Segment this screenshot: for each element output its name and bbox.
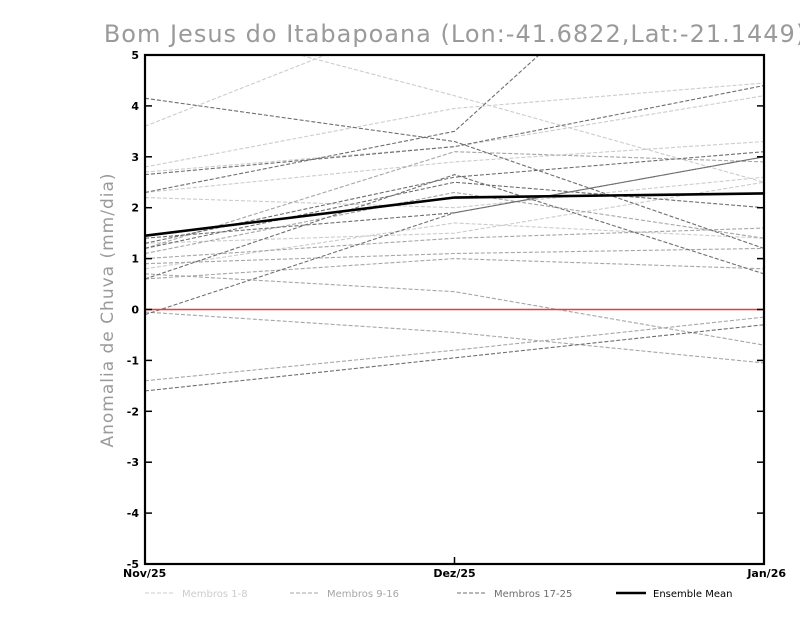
x-tick-label: Jan/26 <box>746 567 786 580</box>
ensemble-member-line-23 <box>145 174 764 280</box>
ensemble-member-line-25 <box>145 324 764 392</box>
y-tick-label: -3 <box>127 456 139 469</box>
ensemble-member-line-8 <box>145 222 764 270</box>
ensemble-member-line-10 <box>145 191 764 255</box>
legend-label: Membros 9-16 <box>327 589 399 600</box>
ensemble-member-line-21 <box>145 181 764 249</box>
ensemble-member-line-22 <box>145 156 764 239</box>
ensemble-member-line-15 <box>145 311 764 364</box>
y-tick-label: 1 <box>131 253 139 266</box>
y-tick-label: 3 <box>131 151 139 164</box>
ensemble-member-line-12 <box>145 247 764 265</box>
y-tick-label: -2 <box>127 405 139 418</box>
x-axis: Nov/25 Dez/25 Jan/26 <box>123 557 786 580</box>
ensemble-member-line-11 <box>145 227 764 260</box>
ensemble-member-line-5 <box>145 140 764 193</box>
ensemble-member-line-14 <box>145 273 764 346</box>
ensemble-member-line-9 <box>145 151 764 249</box>
y-tick-label: -4 <box>127 507 140 520</box>
ensemble-member-line-16 <box>145 316 764 382</box>
ensemble-member-line-4 <box>145 95 764 173</box>
ensemble-member-line-17 <box>145 97 764 249</box>
ensemble-member-line-6 <box>145 176 764 209</box>
y-tick-label: 0 <box>131 304 139 317</box>
legend-label: Ensemble Mean <box>653 589 732 600</box>
legend: Membros 1-8 Membros 9-16 Membros 17-25 Ense… <box>145 589 732 600</box>
ensemble-mean-layer <box>145 192 764 237</box>
y-axis-label: Anomalia de Chuva (mm/dia) <box>98 172 118 447</box>
y-tick-label: 4 <box>131 100 139 113</box>
chart-title: Bom Jesus do Itabapoana (Lon:-41.6822,La… <box>104 20 800 48</box>
ensemble-member-line-20 <box>145 151 764 244</box>
y-axis: 5 4 3 2 1 0 -1 -2 -3 -4 -5 <box>127 49 764 571</box>
y-tick-label: -5 <box>127 558 139 571</box>
x-tick-label: Nov/25 <box>123 567 166 580</box>
ensemble-member-line-2 <box>145 55 328 127</box>
y-tick-label: -1 <box>127 354 139 367</box>
ensemble-member-line-1 <box>297 55 764 183</box>
y-tick-label: 5 <box>131 49 139 62</box>
ensemble-member-line-18 <box>145 85 764 176</box>
ensemble-mean-line <box>145 192 764 237</box>
ensemble-member-line-13 <box>145 258 764 280</box>
legend-label: Membros 17-25 <box>494 589 572 600</box>
ensemble-member-line-24 <box>145 156 764 316</box>
x-tick-label: Dez/25 <box>433 567 475 580</box>
ensemble-member-line-19 <box>145 55 540 193</box>
ensemble-member-line-3 <box>145 82 764 168</box>
y-tick-label: 2 <box>131 202 139 215</box>
legend-label: Membros 1-8 <box>182 589 248 600</box>
series-layer <box>145 55 764 392</box>
